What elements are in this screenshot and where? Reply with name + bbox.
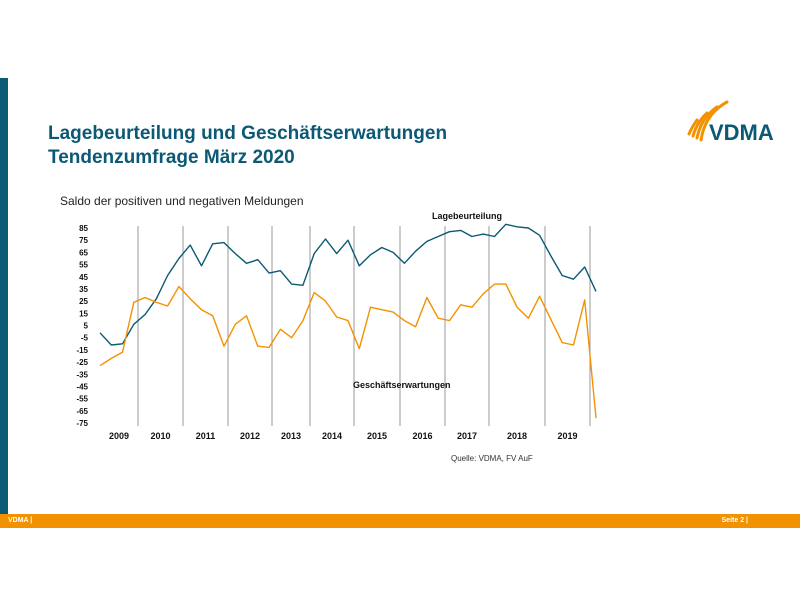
y-tick-label: -45 bbox=[76, 382, 88, 391]
x-year-label: 2015 bbox=[367, 431, 387, 441]
chart-source: Quelle: VDMA, FV AuF bbox=[451, 454, 533, 463]
y-tick-label: -25 bbox=[76, 358, 88, 367]
y-tick-label: -15 bbox=[76, 346, 88, 355]
y-tick-label: -35 bbox=[76, 370, 88, 379]
x-year-label: 2012 bbox=[240, 431, 260, 441]
x-year-label: 2011 bbox=[196, 431, 216, 441]
series-line-lagebeurteilung bbox=[99, 223, 597, 346]
slide-title: Lagebeurteilung und Geschäftserwartungen… bbox=[48, 122, 447, 170]
series-line-geschaeftserwartungen bbox=[99, 283, 597, 419]
svg-text:VDMA: VDMA bbox=[709, 120, 774, 145]
y-tick-label: 55 bbox=[79, 261, 88, 270]
year-grid-lines bbox=[137, 226, 591, 426]
chart-title: Saldo der positiven und negativen Meldun… bbox=[60, 194, 304, 208]
y-tick-label: 75 bbox=[79, 236, 88, 245]
x-year-label: 2010 bbox=[150, 431, 170, 441]
slide-title-line1: Lagebeurteilung und Geschäftserwartungen bbox=[48, 123, 448, 144]
footer-page-number: Seite 2 | bbox=[721, 517, 748, 524]
y-tick-label: 15 bbox=[79, 309, 88, 318]
y-tick-label: -65 bbox=[76, 407, 88, 416]
x-year-label: 2017 bbox=[457, 431, 477, 441]
y-tick-label: 85 bbox=[79, 224, 88, 233]
y-tick-label: 5 bbox=[84, 322, 89, 331]
left-accent-bar bbox=[0, 78, 8, 514]
x-year-label: 2016 bbox=[412, 431, 432, 441]
footer-bar bbox=[0, 514, 800, 528]
y-tick-label: -5 bbox=[81, 334, 89, 343]
y-axis-ticks: 85 75 65 55 45 35 25 15 5 -5 -15 -25 -35 -45 -55 -65 -75 bbox=[76, 224, 88, 428]
x-year-label: 2014 bbox=[322, 431, 342, 441]
x-year-label: 2018 bbox=[507, 431, 527, 441]
y-tick-label: 25 bbox=[79, 297, 88, 306]
slide-title-line2: Tendenzumfrage März 2020 bbox=[48, 147, 295, 168]
x-year-label: 2019 bbox=[557, 431, 577, 441]
y-tick-label: 35 bbox=[79, 285, 88, 294]
y-tick-label: -75 bbox=[76, 419, 88, 428]
series-label-geschaeftserwartungen: Geschäftserwartungen bbox=[353, 380, 451, 390]
x-axis-year-labels: 2009 2010 2011 2012 2013 2014 2015 2016 2017 2018… bbox=[109, 431, 578, 441]
vdma-logo: VDMA bbox=[687, 100, 774, 145]
series-lines bbox=[99, 223, 597, 419]
x-year-label: 2013 bbox=[281, 431, 301, 441]
y-tick-label: -55 bbox=[76, 395, 88, 404]
series-label-lagebeurteilung: Lagebeurteilung bbox=[432, 211, 502, 221]
y-tick-label: 45 bbox=[79, 273, 88, 282]
y-tick-label: 65 bbox=[79, 248, 88, 257]
footer-left-text: VDMA | bbox=[8, 517, 33, 524]
x-year-label: 2009 bbox=[109, 431, 129, 441]
